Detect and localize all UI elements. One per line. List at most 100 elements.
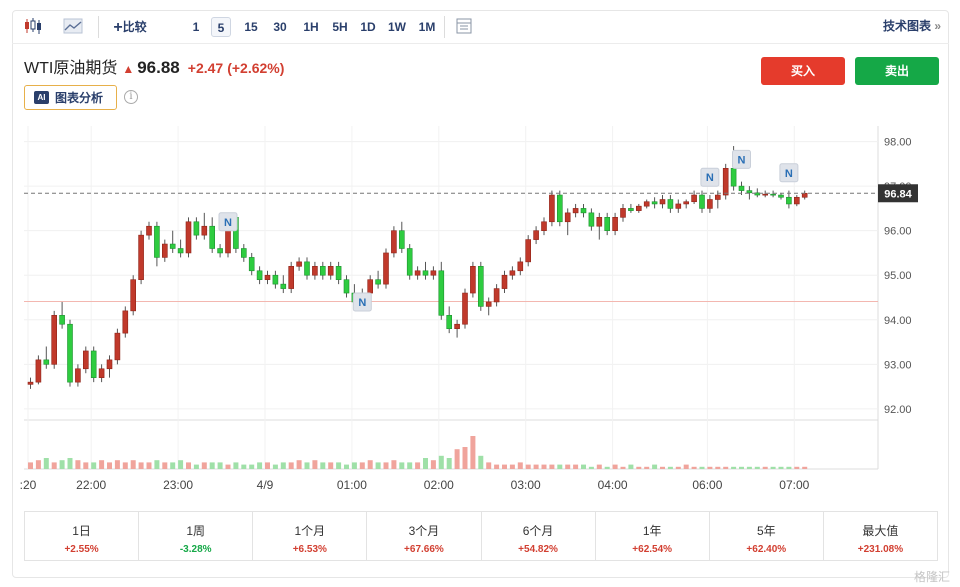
volume-bar	[146, 462, 152, 469]
candle-body	[51, 315, 58, 365]
performance-cell[interactable]: 1年 +62.54%	[596, 512, 710, 560]
interval-button-1m[interactable]: 1M	[418, 20, 436, 34]
performance-cell[interactable]: 5年 +62.40%	[710, 512, 824, 560]
buy-button[interactable]: 买入	[761, 57, 845, 85]
x-tick-label: 23:00	[163, 478, 193, 492]
volume-bar	[138, 462, 144, 469]
volume-bar	[162, 462, 168, 469]
candle-body	[43, 359, 50, 365]
candlestick-icon[interactable]	[22, 17, 44, 37]
last-price: 96.88	[137, 58, 180, 77]
volume-bar	[715, 466, 721, 469]
candle-body	[572, 208, 579, 214]
performance-cell[interactable]: 6个月 +54.82%	[482, 512, 596, 560]
x-tick-label: 02:00	[424, 478, 454, 492]
candle-body	[398, 230, 405, 249]
candle-body	[98, 368, 105, 378]
candle-body	[130, 279, 136, 312]
interval-button-1h[interactable]: 1H	[303, 20, 319, 34]
volume-bar	[272, 464, 278, 469]
last-price-tag	[878, 184, 918, 203]
candle-body	[801, 192, 808, 198]
candle-body	[667, 199, 674, 209]
candle-body	[256, 270, 263, 280]
volume-bar	[83, 462, 89, 469]
volume-bar	[660, 466, 665, 469]
watermark: 格隆汇	[913, 570, 950, 584]
x-tick-label: 07:00	[779, 478, 809, 492]
performance-value: -3.28%	[179, 544, 212, 555]
performance-cell[interactable]: 3个月 +67.66%	[367, 512, 482, 560]
candle-body	[549, 194, 555, 223]
performance-period: 3个月	[408, 524, 440, 538]
candle-body	[406, 248, 413, 276]
volume-bar	[739, 466, 744, 469]
volume-bar	[762, 466, 768, 469]
candle-body	[770, 193, 776, 196]
interval-button-1w[interactable]: 1W	[388, 20, 406, 34]
plus-icon: +	[113, 19, 123, 36]
volume-bar	[652, 464, 658, 469]
volume-bar	[565, 464, 571, 469]
volume-bar	[351, 462, 357, 469]
volume-bar	[478, 455, 484, 469]
interval-button-5[interactable]: 5	[211, 17, 231, 37]
candle-body	[106, 359, 113, 370]
volume-bar	[446, 458, 452, 469]
interval-button-5h[interactable]: 5H	[332, 20, 348, 34]
performance-cell[interactable]: 1日 +2.55%	[25, 512, 140, 560]
price-chart[interactable]: 92.0093.0094.0095.0096.0097.0098.00:2022…	[0, 0, 960, 500]
interval-button-30[interactable]: 30	[273, 20, 287, 34]
performance-cell[interactable]: 最大值 +231.08%	[824, 512, 937, 560]
candle-body	[525, 239, 532, 263]
volume-bar	[178, 460, 184, 469]
news-marker-label: N	[358, 297, 366, 309]
interval-button-1d[interactable]: 1D	[360, 20, 376, 34]
volume-bar	[802, 466, 808, 469]
candle-body	[691, 194, 697, 203]
candle-body	[517, 261, 524, 272]
candle-body	[786, 196, 792, 205]
candle-body	[438, 270, 445, 316]
candle-body	[367, 279, 374, 294]
candle-body	[391, 230, 397, 254]
volume-bar	[51, 462, 57, 469]
candle-body	[114, 332, 121, 361]
candle-body	[762, 193, 769, 196]
volume-bar	[786, 466, 792, 469]
ai-chart-analysis-button[interactable]: AI 图表分析	[24, 85, 117, 110]
volume-bar	[486, 462, 492, 469]
candle-body	[493, 288, 500, 303]
table-view-icon[interactable]	[453, 17, 475, 37]
info-icon[interactable]: i	[124, 90, 138, 104]
compare-button[interactable]: +比较	[108, 17, 152, 37]
tech-chart-link[interactable]: 技术图表 »	[883, 17, 941, 34]
volume-bar	[462, 447, 468, 469]
candle-body	[722, 168, 729, 196]
volume-bar	[225, 464, 231, 469]
volume-bar	[359, 462, 365, 469]
sell-button[interactable]: 卖出	[855, 57, 939, 85]
candle-body	[414, 270, 421, 276]
volume-bar	[509, 464, 515, 469]
volume-bar	[296, 460, 302, 469]
interval-button-15[interactable]: 15	[244, 20, 258, 34]
candle-body	[319, 266, 326, 276]
candle-body	[272, 274, 279, 285]
volume-bar	[265, 462, 270, 469]
performance-period: 最大值	[862, 524, 899, 538]
volume-bar	[675, 466, 681, 469]
performance-value: +6.53%	[292, 544, 327, 555]
volume-bar	[288, 462, 294, 469]
candle-body	[635, 205, 642, 211]
performance-cell[interactable]: 1周 -3.28%	[139, 512, 254, 560]
volume-bar	[549, 464, 555, 469]
news-marker	[352, 292, 372, 312]
volume-bar	[620, 466, 626, 469]
volume-bar	[438, 455, 444, 469]
area-chart-icon[interactable]	[62, 17, 84, 37]
performance-cell[interactable]: 1个月 +6.53%	[253, 512, 368, 560]
performance-period: 1周	[186, 524, 206, 538]
interval-button-1[interactable]: 1	[192, 20, 200, 34]
news-marker	[700, 167, 720, 187]
